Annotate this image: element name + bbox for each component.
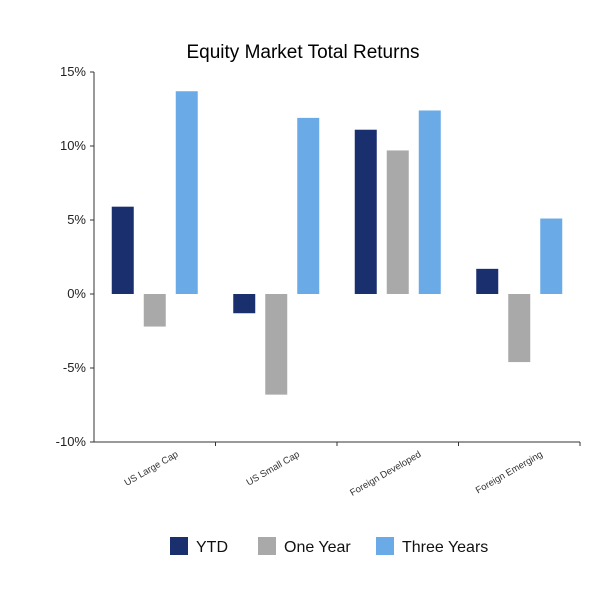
legend-swatch	[376, 537, 394, 555]
x-tick-label: Foreign Developed	[348, 449, 423, 499]
bar	[175, 91, 198, 295]
y-tick-label: -10%	[56, 434, 87, 449]
x-axis-labels: US Large Cap US Small Cap Foreign Develope…	[123, 442, 581, 499]
bar	[143, 294, 166, 327]
bars	[111, 91, 563, 395]
bar	[354, 129, 377, 294]
legend-label: Three Years	[402, 539, 488, 556]
x-tick-label: US Large Cap	[123, 449, 181, 489]
axes: 15% 10% 5% 0% -5% -10%	[56, 64, 580, 449]
y-tick-label: 15%	[60, 64, 86, 79]
legend-label: YTD	[196, 539, 228, 556]
bar	[297, 117, 320, 294]
legend-swatch	[258, 537, 276, 555]
y-tick-label: 0%	[67, 286, 86, 301]
y-tick-label: -5%	[63, 360, 87, 375]
x-tick-label: Foreign Emerging	[474, 449, 545, 496]
y-tick-label: 10%	[60, 138, 86, 153]
bar	[265, 294, 288, 395]
bar	[476, 268, 499, 294]
bar	[418, 110, 441, 294]
legend: YTD One Year Three Years	[170, 537, 488, 556]
legend-swatch	[170, 537, 188, 555]
bar	[508, 294, 531, 363]
bar	[111, 206, 134, 294]
bar	[540, 218, 563, 294]
bar	[233, 294, 256, 314]
legend-label: One Year	[284, 539, 351, 556]
x-tick-label: US Small Cap	[245, 449, 302, 488]
y-tick-label: 5%	[67, 212, 86, 227]
bar	[386, 150, 409, 294]
chart-title: Equity Market Total Returns	[186, 42, 419, 63]
